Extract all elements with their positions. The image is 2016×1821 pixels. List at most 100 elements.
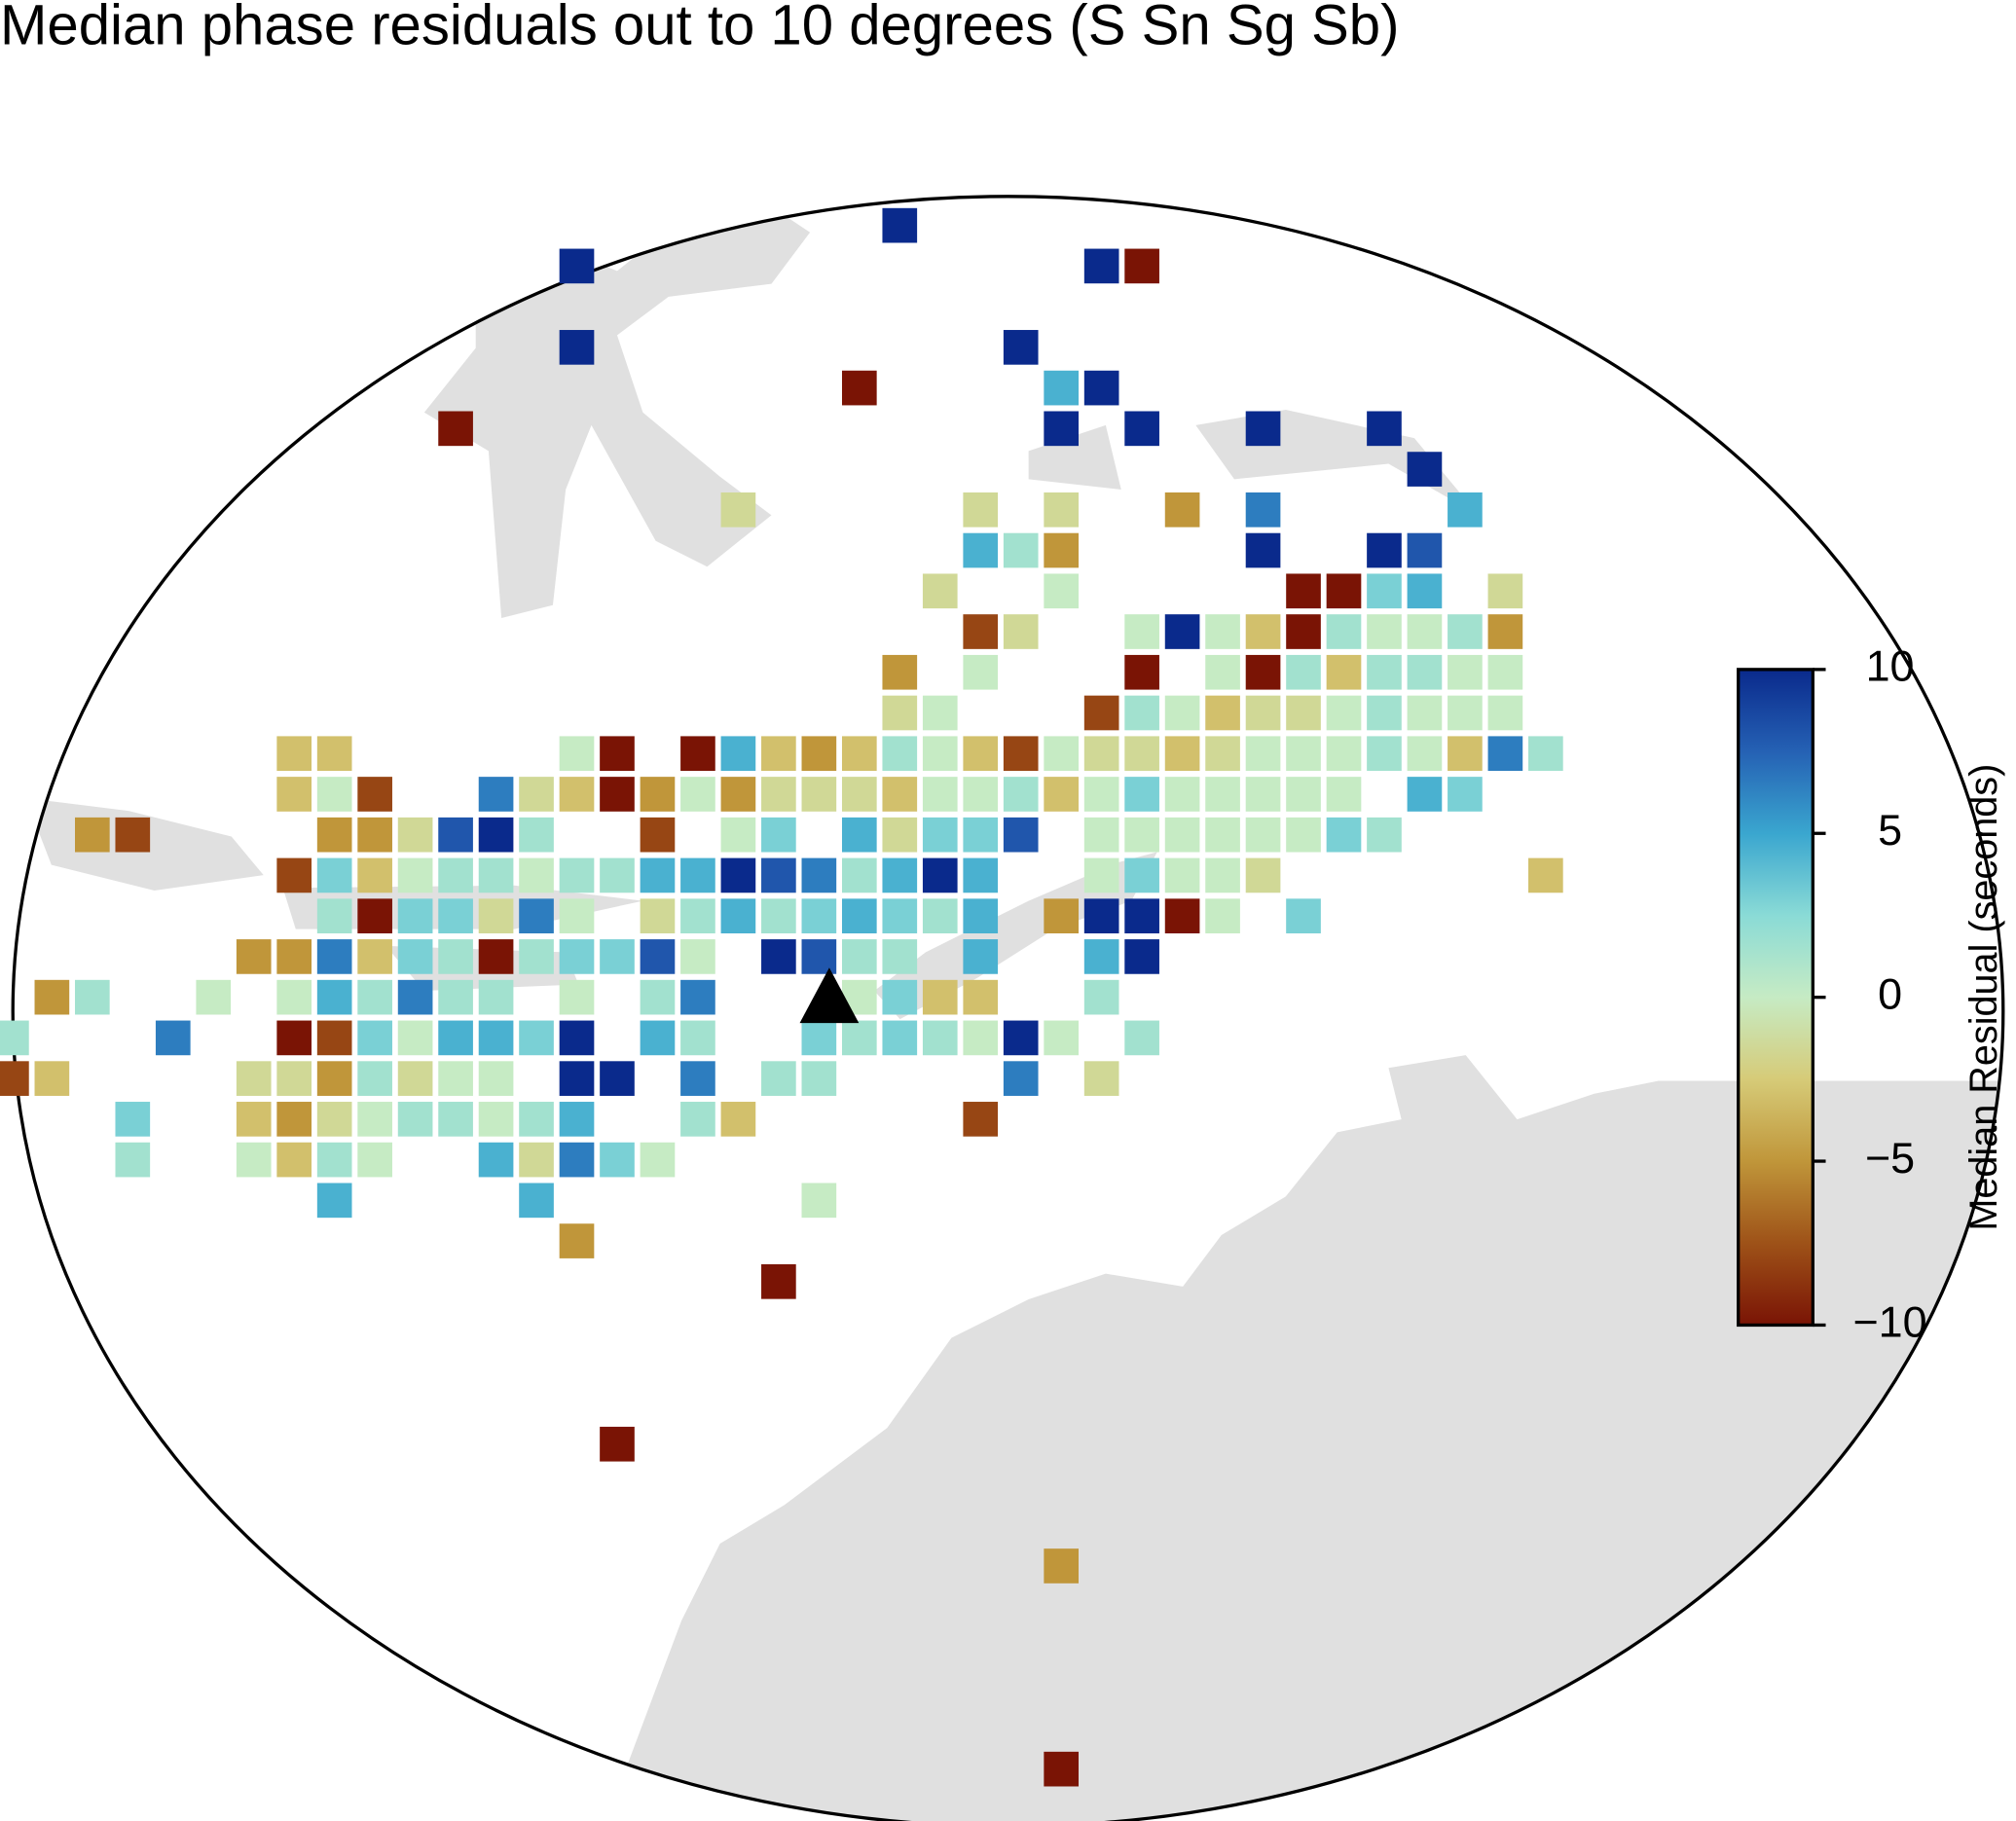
residual-cell — [1245, 736, 1281, 772]
residual-cell — [519, 939, 554, 974]
residual-cell — [1367, 695, 1402, 731]
chart-title: Median phase residuals out to 10 degrees… — [0, 0, 1399, 56]
residual-cell — [1528, 736, 1563, 772]
residual-cell — [397, 1061, 433, 1096]
residual-cell — [1407, 532, 1443, 568]
residual-cell — [1286, 777, 1321, 812]
residual-cell — [600, 736, 635, 772]
residual-cell — [196, 979, 232, 1015]
residual-cell — [963, 492, 999, 528]
residual-cell — [1124, 939, 1159, 974]
residual-cell — [882, 207, 918, 243]
residual-cell — [882, 736, 918, 772]
residual-cell — [357, 777, 392, 812]
residual-cell — [1083, 695, 1119, 731]
residual-cell — [1487, 573, 1523, 609]
residual-cell — [801, 939, 837, 974]
residual-cell — [720, 857, 756, 893]
residual-cell — [1487, 736, 1523, 772]
residual-cell — [963, 817, 999, 853]
residual-cell — [1448, 777, 1483, 812]
residual-cell — [1448, 736, 1483, 772]
residual-cell — [1083, 979, 1119, 1015]
residual-cell — [1164, 492, 1200, 528]
residual-cell — [316, 979, 352, 1015]
residual-cell — [397, 1020, 433, 1056]
residual-cell — [559, 1061, 595, 1096]
residual-cell — [600, 1061, 635, 1096]
residual-cell — [316, 777, 352, 812]
residual-cell — [922, 695, 958, 731]
residual-cell — [397, 817, 433, 853]
residual-cell — [1286, 614, 1321, 649]
residual-cell — [922, 777, 958, 812]
residual-cell — [1124, 614, 1159, 649]
residual-cell — [478, 898, 514, 934]
residual-cell — [761, 817, 796, 853]
residual-cell — [276, 1102, 312, 1137]
residual-cell — [519, 817, 554, 853]
residual-cell — [519, 857, 554, 893]
residual-cell — [1124, 817, 1159, 853]
residual-cell — [236, 1142, 272, 1178]
residual-cell — [963, 1020, 999, 1056]
residual-cell — [1205, 614, 1240, 649]
residual-cell — [115, 817, 151, 853]
residual-cell — [841, 1020, 877, 1056]
residual-cell — [316, 1061, 352, 1096]
residual-cell — [680, 1020, 715, 1056]
residual-cell — [640, 857, 676, 893]
residual-cell — [1487, 654, 1523, 690]
residual-cell — [1044, 1020, 1080, 1056]
residual-cell — [357, 1020, 392, 1056]
residual-cell — [1245, 695, 1281, 731]
residual-cell — [922, 573, 958, 609]
residual-cell — [1083, 248, 1119, 284]
residual-cell — [0, 1061, 29, 1096]
residual-cell — [519, 1020, 554, 1056]
residual-cell — [1164, 777, 1200, 812]
residual-cell — [1003, 1020, 1039, 1056]
residual-cell — [155, 1020, 191, 1056]
residual-cell — [882, 817, 918, 853]
residual-cell — [478, 817, 514, 853]
residual-cell — [478, 1061, 514, 1096]
residual-cell — [1245, 654, 1281, 690]
land-sulawesi — [423, 206, 811, 619]
residual-cell — [438, 817, 473, 853]
residual-cell — [640, 1142, 676, 1178]
residual-cell — [559, 898, 595, 934]
residual-cell — [1124, 857, 1159, 893]
residual-cell — [841, 370, 877, 406]
residual-cell — [1245, 857, 1281, 893]
residual-cell — [357, 857, 392, 893]
residual-cell — [1044, 573, 1080, 609]
residual-cell — [1164, 857, 1200, 893]
residual-cell — [1286, 654, 1321, 690]
residual-cell — [680, 939, 715, 974]
residual-cell — [1326, 654, 1362, 690]
residual-cell — [882, 857, 918, 893]
residual-cell — [478, 1142, 514, 1178]
residual-cell — [1124, 736, 1159, 772]
residual-cell — [963, 736, 999, 772]
residual-cell — [438, 411, 473, 447]
residual-cell — [922, 857, 958, 893]
residual-cell — [1367, 736, 1402, 772]
residual-cell — [841, 898, 877, 934]
residual-cell — [1407, 452, 1443, 487]
residual-cell — [1286, 736, 1321, 772]
residual-cell — [1124, 654, 1159, 690]
residual-cell — [882, 777, 918, 812]
residual-cell — [519, 898, 554, 934]
colorbar-tick-label: −10 — [1852, 1296, 1926, 1346]
residual-cell — [1083, 857, 1119, 893]
residual-cell — [882, 898, 918, 934]
residual-cell — [438, 1061, 473, 1096]
residual-cell — [680, 736, 715, 772]
residual-cell — [1205, 777, 1240, 812]
residual-cell — [559, 1223, 595, 1258]
residual-cell — [438, 857, 473, 893]
residual-cell — [478, 857, 514, 893]
residual-cell — [438, 1020, 473, 1056]
